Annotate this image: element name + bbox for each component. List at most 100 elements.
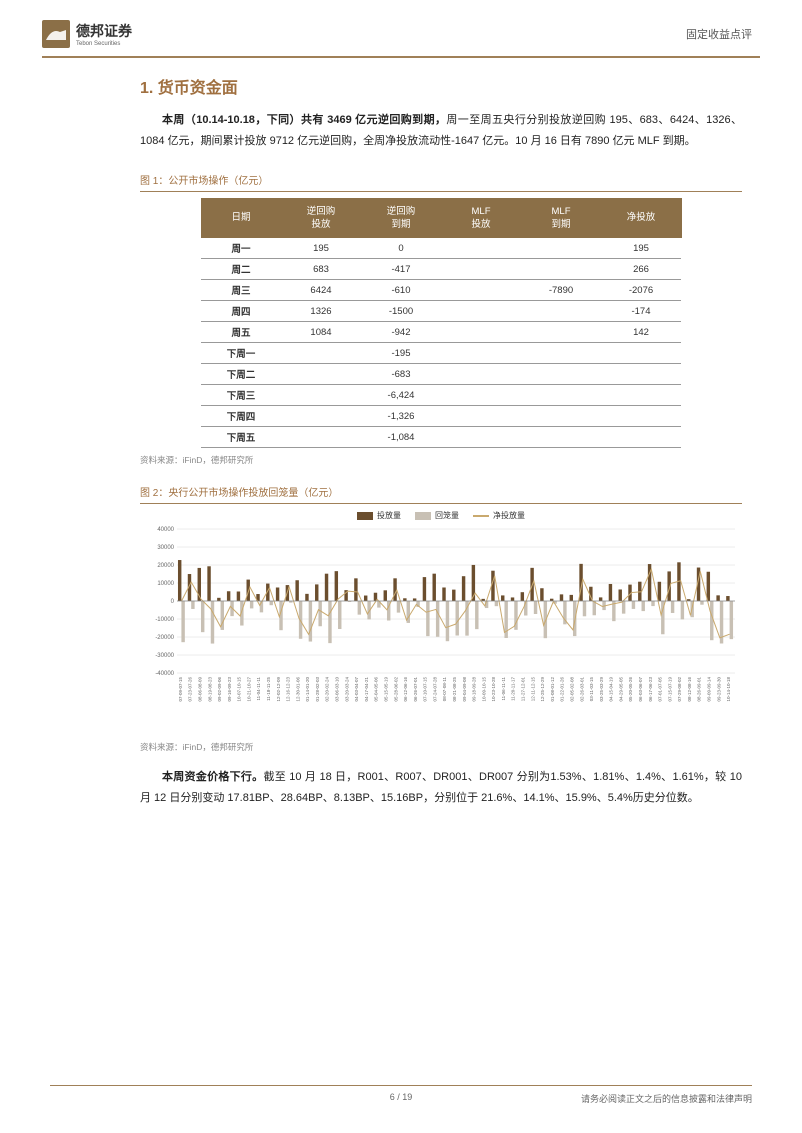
- table-cell: 下周三: [201, 385, 281, 406]
- table-cell: -1500: [361, 301, 441, 322]
- svg-text:02-05-02-08: 02-05-02-08: [569, 677, 574, 702]
- svg-text:04-15-04-19: 04-15-04-19: [609, 677, 614, 702]
- table-cell: 周五: [201, 322, 281, 343]
- svg-text:10-07-10-15: 10-07-10-15: [237, 677, 242, 702]
- table-cell: 1326: [281, 301, 361, 322]
- figure-1-source: 资料来源：iFinD，德邦研究所: [140, 450, 742, 480]
- svg-text:08-21-08-25: 08-21-08-25: [452, 677, 457, 702]
- svg-text:0: 0: [171, 599, 175, 605]
- svg-text:03-06-03-10: 03-06-03-10: [335, 677, 340, 702]
- svg-text:03-20-03-24: 03-20-03-24: [344, 677, 349, 702]
- svg-text:11-27-12-01: 11-27-12-01: [521, 677, 526, 702]
- omo-bar-chart: -40000-30000-20000-100000100002000030000…: [140, 525, 742, 735]
- svg-text:07-01-07-05: 07-01-07-05: [658, 677, 663, 702]
- page-header: 德邦证券 Tebon Securities 固定收益点评: [0, 0, 802, 56]
- table-row: 周四1326-1500 -174: [201, 301, 681, 322]
- svg-text:09-04-09-08: 09-04-09-08: [462, 677, 467, 702]
- legend-label: 投放量: [377, 510, 401, 521]
- table-cell: -174: [601, 301, 681, 322]
- footer-divider: [50, 1085, 752, 1086]
- legend-label: 净投放量: [493, 510, 525, 521]
- table-cell: [521, 406, 601, 427]
- table-cell: -1,326: [361, 406, 441, 427]
- table-cell: [601, 406, 681, 427]
- table-cell: [281, 427, 361, 448]
- logo-area: 德邦证券 Tebon Securities: [42, 20, 132, 48]
- table-cell: -195: [361, 343, 441, 364]
- section-number: 1.: [140, 80, 153, 97]
- svg-text:-10000: -10000: [155, 617, 174, 623]
- table-cell: -942: [361, 322, 441, 343]
- svg-text:01-14-01-20: 01-14-01-20: [305, 677, 310, 702]
- table-cell: 142: [601, 322, 681, 343]
- svg-text:09-02-09-06: 09-02-09-06: [217, 677, 222, 702]
- svg-text:10-21-10-27: 10-21-10-27: [246, 677, 251, 702]
- svg-text:06-03-06-07: 06-03-06-07: [638, 677, 643, 702]
- table-cell: [281, 364, 361, 385]
- para1-bold: 本周（10.14-10.18，下同）共有 3469 亿元逆回购到期，: [162, 114, 446, 126]
- table-cell: [281, 406, 361, 427]
- company-name-cn: 德邦证券: [76, 21, 132, 41]
- svg-text:-20000: -20000: [155, 635, 174, 641]
- table-cell: [441, 280, 521, 301]
- paragraph-1: 本周（10.14-10.18，下同）共有 3469 亿元逆回购到期，周一至周五央…: [140, 110, 742, 152]
- table-cell: -417: [361, 259, 441, 280]
- table-row: 周二683-417266: [201, 259, 681, 280]
- table-cell: 195: [281, 238, 361, 259]
- table-cell: [521, 385, 601, 406]
- chart-area: 投放量回笼量净投放量 -40000-30000-20000-1000001000…: [140, 504, 742, 737]
- table-cell: [521, 259, 601, 280]
- svg-text:05-04-05-06: 05-04-05-06: [374, 677, 379, 702]
- table-cell: [441, 259, 521, 280]
- svg-text:10-09-10-15: 10-09-10-15: [481, 677, 486, 702]
- table-cell: 1084: [281, 322, 361, 343]
- svg-text:05-28-06-02: 05-28-06-02: [393, 677, 398, 702]
- table-cell: [521, 238, 601, 259]
- table-cell: 下周四: [201, 406, 281, 427]
- svg-text:06-17-06-23: 06-17-06-23: [648, 677, 653, 702]
- table-cell: [441, 301, 521, 322]
- svg-text:-30000: -30000: [155, 653, 174, 659]
- svg-text:02-26-03-01: 02-26-03-01: [579, 677, 584, 702]
- svg-text:06-26-07-01: 06-26-07-01: [413, 677, 418, 702]
- omo-table: 日期逆回购投放逆回购到期MLF投放MLF到期净投放 周一1950195周二683…: [201, 198, 682, 449]
- company-logo-icon: [42, 20, 70, 48]
- table-cell: [281, 343, 361, 364]
- svg-text:11-06-11-11: 11-06-11-11: [501, 677, 506, 701]
- page-number: 6 / 19: [390, 1092, 413, 1102]
- svg-text:40000: 40000: [157, 527, 174, 533]
- main-content: 1. 货币资金面 本周（10.14-10.18，下同）共有 3469 亿元逆回购…: [0, 58, 802, 809]
- table-cell: 周四: [201, 301, 281, 322]
- table-cell: 0: [361, 238, 441, 259]
- svg-text:12-25-12-29: 12-25-12-29: [540, 677, 545, 702]
- table-cell: 683: [281, 259, 361, 280]
- table-cell: -6,424: [361, 385, 441, 406]
- table-cell: 下周二: [201, 364, 281, 385]
- svg-text:01-22-01-26: 01-22-01-26: [560, 677, 565, 702]
- table-header: MLF到期: [521, 198, 601, 238]
- figure-2-title: 图 2：央行公开市场操作投放回笼量（亿元）: [140, 480, 742, 504]
- table-header: 净投放: [601, 198, 681, 238]
- svg-text:-40000: -40000: [155, 671, 174, 677]
- table-cell: [521, 364, 601, 385]
- svg-text:03-25-03-29: 03-25-03-29: [599, 677, 604, 702]
- table-cell: 周一: [201, 238, 281, 259]
- table-cell: [521, 301, 601, 322]
- svg-text:09-09-09-14: 09-09-09-14: [707, 677, 712, 702]
- svg-text:30000: 30000: [157, 545, 174, 551]
- table-cell: [601, 385, 681, 406]
- svg-text:08-07-08-11: 08-07-08-11: [442, 677, 447, 702]
- svg-text:11-18-11-25: 11-18-11-25: [266, 677, 271, 701]
- svg-text:04-17-04-21: 04-17-04-21: [364, 677, 369, 702]
- legend-swatch: [357, 512, 373, 520]
- table-cell: [441, 343, 521, 364]
- chart-legend: 投放量 回笼量 净投放量: [140, 510, 742, 525]
- svg-text:07-29-08-02: 07-29-08-02: [677, 677, 682, 702]
- svg-text:09-23-09-30: 09-23-09-30: [716, 677, 721, 702]
- legend-label: 回笼量: [435, 510, 459, 521]
- figure-2-source: 资料来源：iFinD，德邦研究所: [140, 737, 742, 767]
- table-cell: 266: [601, 259, 681, 280]
- table-cell: [521, 343, 601, 364]
- svg-text:08-19-08-23: 08-19-08-23: [207, 677, 212, 702]
- section-title: 1. 货币资金面: [140, 66, 742, 110]
